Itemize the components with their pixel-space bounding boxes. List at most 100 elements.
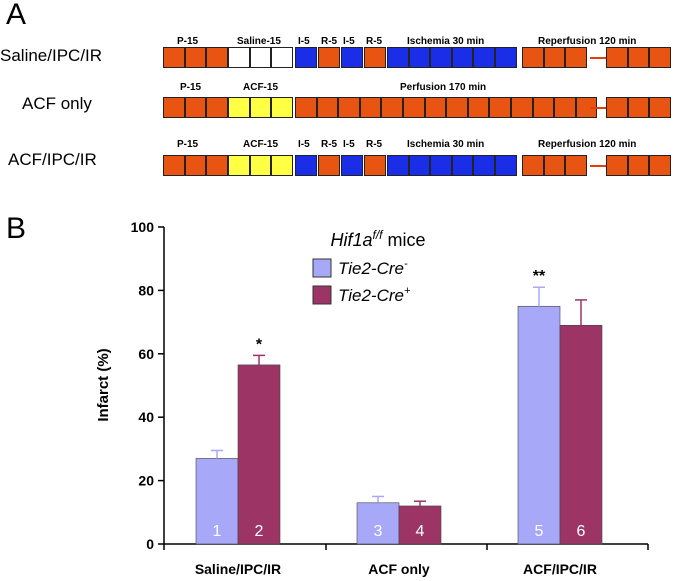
protocol-block-reperfusion xyxy=(511,97,533,118)
y-tick-label: 0 xyxy=(146,536,154,552)
significance-marker: ** xyxy=(533,268,546,285)
protocol-block-acf xyxy=(249,97,272,118)
protocol-block-saline xyxy=(228,47,250,68)
protocol-step-label: I-5 xyxy=(298,139,310,150)
protocol-step-label: Ischemia 30 min xyxy=(407,139,485,150)
protocol-step-label: ACF-15 xyxy=(243,139,279,150)
protocol-block-reperfusion xyxy=(627,97,650,118)
protocol-block-saline xyxy=(249,47,272,68)
significance-marker: * xyxy=(256,336,263,353)
y-tick-label: 100 xyxy=(131,219,155,235)
protocol-block-reperfusion xyxy=(295,97,317,118)
protocol-step-label: ACF-15 xyxy=(243,82,279,93)
protocol-step-label: P-15 xyxy=(180,82,202,93)
protocol-step-label: Perfusion 170 min xyxy=(400,82,487,93)
legend-swatch xyxy=(312,285,332,305)
protocol-block-acf xyxy=(271,97,293,118)
protocol-block-reperfusion xyxy=(522,47,544,68)
protocol-step-label: R-5 xyxy=(366,139,383,150)
protocol-block-reperfusion xyxy=(318,47,340,68)
time-break-line xyxy=(590,57,606,59)
legend-swatch xyxy=(312,258,332,278)
protocol-block-reperfusion xyxy=(543,47,566,68)
y-tick-label: 20 xyxy=(138,473,154,489)
protocol-block-ischemia xyxy=(387,47,409,68)
protocol-step-label: P-15 xyxy=(177,139,199,150)
protocol-block-reperfusion xyxy=(318,155,340,176)
protocol-block-ischemia xyxy=(430,155,452,176)
x-category-label: ACF only xyxy=(368,561,430,577)
y-axis-label: Infarct (%) xyxy=(95,348,112,421)
bar xyxy=(356,502,400,545)
bar xyxy=(517,305,561,545)
protocol-step-label: R-5 xyxy=(321,139,338,150)
protocol-block-reperfusion xyxy=(184,47,207,68)
protocol-block-ischemia xyxy=(451,47,474,68)
panel-a-letter: A xyxy=(6,0,27,31)
x-category-label: Saline/IPC/IR xyxy=(195,561,281,577)
row-label: Saline/IPC/IR xyxy=(0,46,103,65)
protocol-step-label: Reperfusion 120 min xyxy=(538,36,637,47)
chart-title: Hif1af/f mice xyxy=(330,228,425,250)
protocol-block-reperfusion xyxy=(206,47,228,68)
protocol-block-ischemia xyxy=(341,155,363,176)
protocol-block-acf xyxy=(249,155,272,176)
y-tick-label: 40 xyxy=(138,409,154,425)
row-label: ACF/IPC/IR xyxy=(8,150,97,169)
protocol-block-reperfusion xyxy=(554,97,576,118)
protocol-step-label: R-5 xyxy=(366,36,383,47)
protocol-block-reperfusion xyxy=(163,47,185,68)
protocol-block-acf xyxy=(228,155,250,176)
x-category-label: ACF/IPC/IR xyxy=(523,561,597,577)
protocol-block-reperfusion xyxy=(532,97,555,118)
protocol-step-label: Saline-15 xyxy=(237,36,281,47)
protocol-block-ischemia xyxy=(341,47,363,68)
time-break-line xyxy=(590,107,606,109)
protocol-block-reperfusion xyxy=(163,97,185,118)
protocol-block-reperfusion xyxy=(565,155,587,176)
protocol-block-reperfusion xyxy=(381,97,403,118)
protocol-block-reperfusion xyxy=(489,97,511,118)
protocol-block-ischemia xyxy=(495,155,517,176)
time-break-line xyxy=(590,165,606,167)
legend-label: Tie2-Cre+ xyxy=(338,285,411,305)
protocol-step-label: I-5 xyxy=(298,36,310,47)
protocol-block-ischemia xyxy=(295,47,317,68)
protocol-block-reperfusion xyxy=(606,155,628,176)
protocol-block-reperfusion xyxy=(206,97,228,118)
protocol-block-ischemia xyxy=(451,155,474,176)
protocol-block-ischemia xyxy=(387,155,409,176)
bar-number-label: 6 xyxy=(577,523,586,540)
bar xyxy=(559,324,603,545)
protocol-block-reperfusion xyxy=(606,47,628,68)
protocol-block-acf xyxy=(228,97,250,118)
protocol-block-reperfusion xyxy=(649,47,671,68)
bar xyxy=(195,458,239,545)
protocol-block-reperfusion xyxy=(467,97,490,118)
protocol-block-reperfusion xyxy=(338,97,360,118)
protocol-step-label: P-15 xyxy=(177,36,199,47)
legend-label: Tie2-Cre- xyxy=(338,258,408,278)
protocol-block-reperfusion xyxy=(649,97,671,118)
protocol-block-reperfusion xyxy=(565,47,587,68)
protocol-block-reperfusion xyxy=(627,155,650,176)
bar-number-label: 1 xyxy=(213,523,222,540)
protocol-block-reperfusion xyxy=(163,155,185,176)
protocol-block-ischemia xyxy=(473,47,495,68)
row-label: ACF only xyxy=(22,94,92,113)
protocol-step-label: R-5 xyxy=(321,36,338,47)
protocol-block-reperfusion xyxy=(446,97,468,118)
bar-number-label: 4 xyxy=(416,523,425,540)
protocol-block-ischemia xyxy=(295,155,317,176)
protocol-block-reperfusion xyxy=(316,97,339,118)
protocol-block-ischemia xyxy=(408,47,431,68)
protocol-block-reperfusion xyxy=(403,97,425,118)
protocol-block-reperfusion xyxy=(184,155,207,176)
protocol-block-reperfusion xyxy=(424,97,447,118)
protocol-block-saline xyxy=(271,47,293,68)
protocol-block-reperfusion xyxy=(364,155,386,176)
protocol-block-reperfusion xyxy=(522,155,544,176)
protocol-block-ischemia xyxy=(408,155,431,176)
y-tick-label: 80 xyxy=(138,282,154,298)
bar xyxy=(237,364,281,545)
